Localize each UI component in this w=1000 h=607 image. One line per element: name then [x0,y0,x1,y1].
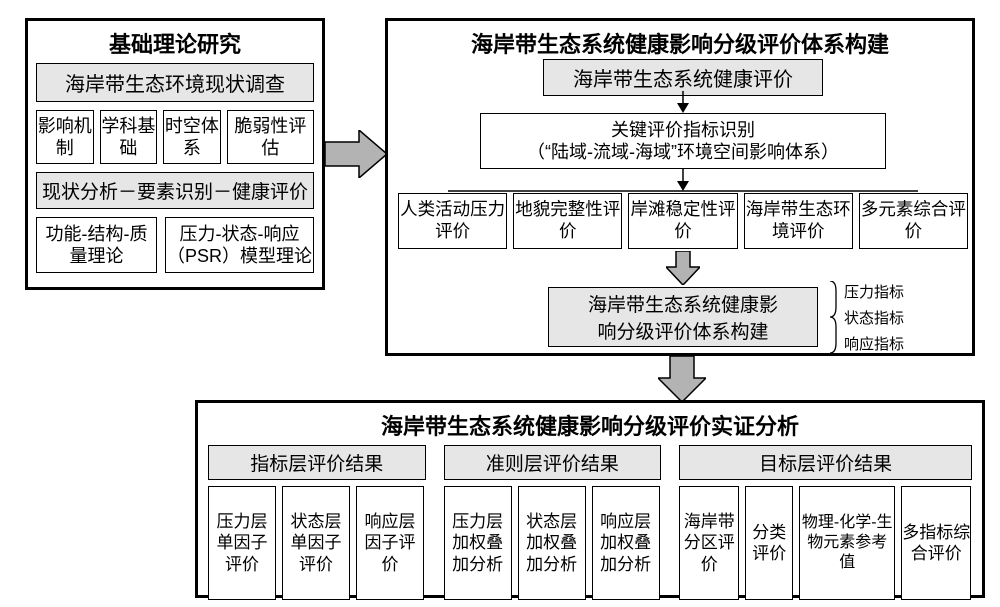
brace-label-0: 压力指标 [844,281,904,302]
cell-discipline-basis: 学科基础 [100,110,158,164]
panel-left-title: 基础理论研究 [36,27,314,59]
arrow-node1-to-row [676,169,690,191]
panel-basic-theory: 基础理论研究 海岸带生态环境现状调查 影响机制 学科基础 时空体系 脆弱性评估 … [25,18,325,290]
cell-function-structure: 功能-结构-质量理论 [36,217,157,273]
group-criterion-layer: 准则层评价结果 压力层加权叠加分析 状态层加权叠加分析 响应层加权叠加分析 [444,445,662,600]
arrow-right-to-bottom [658,356,706,402]
brace-label-1: 状态指标 [844,307,904,328]
panel-empirical-analysis: 海岸带生态系统健康影响分级评价实证分析 指标层评价结果 压力层单因子评价 状态层… [195,400,985,598]
panel-evaluation-system: 海岸带生态系统健康影响分级评价体系构建 海岸带生态系统健康评价 关键评价指标识别… [385,18,975,356]
panel-left-band1: 海岸带生态环境现状调查 [36,63,314,102]
cell-influence-mechanism: 影响机制 [36,110,94,164]
arrow-left-to-right [325,130,387,178]
group2-band: 目标层评价结果 [679,445,972,480]
panel-right-title: 海岸带生态系统健康影响分级评价体系构建 [398,27,962,59]
g1c1: 状态层加权叠加分析 [518,486,586,600]
group1-band: 准则层评价结果 [444,445,662,480]
cell-psr-model: 压力-状态-响应（PSR）模型理论 [165,217,314,273]
g2c1: 分类评价 [745,486,793,600]
panel-bottom-groups: 指标层评价结果 压力层单因子评价 状态层单因子评价 响应层因子评价 准则层评价结… [208,445,972,600]
node-result-l1: 海岸带生态系统健康影 [549,290,817,317]
g0c1: 状态层单因子评价 [282,486,350,600]
brace-label-2: 响应指标 [844,333,904,354]
cell-eco-env: 海岸带生态环境评价 [744,193,853,249]
g2c0: 海岸带分区评价 [679,486,739,600]
cell-shore-stability: 岸滩稳定性评价 [628,193,737,249]
g2c2: 物理-化学-生物元素参考值 [799,486,895,600]
panel-right-band1: 海岸带生态系统健康评价 [543,59,823,96]
panel-bottom-title: 海岸带生态系统健康影响分级评价实证分析 [208,409,972,441]
cell-multi-element: 多元素综合评价 [859,193,968,249]
group0-band: 指标层评价结果 [208,445,426,480]
panel-left-row2: 功能-结构-质量理论 压力-状态-响应（PSR）模型理论 [36,217,314,273]
cell-spacetime-system: 时空体系 [163,110,221,164]
node-result: 海岸带生态系统健康影 响分级评价体系构建 [548,287,818,347]
g0c0: 压力层单因子评价 [208,486,276,600]
cell-vulnerability: 脆弱性评估 [227,110,314,164]
g1c2: 响应层加权叠加分析 [592,486,660,600]
cell-geomorphology: 地貌完整性评价 [513,193,622,249]
arrow-row-to-result [666,251,700,285]
node-result-l2: 响分级评价体系构建 [549,317,817,344]
panel-right-row: 人类活动压力评价 地貌完整性评价 岸滩稳定性评价 海岸带生态环境评价 多元素综合… [398,193,968,249]
g0c2: 响应层因子评价 [356,486,424,600]
node-key-indicator-l2: （“陆域-流域-海域”环境空间影响体系） [527,141,839,164]
panel-left-band2: 现状分析－要素识别－健康评价 [36,172,314,209]
group-indicator-layer: 指标层评价结果 压力层单因子评价 状态层单因子评价 响应层因子评价 [208,445,426,600]
g2c3: 多指标综合评价 [901,486,971,600]
panel-left-row1: 影响机制 学科基础 时空体系 脆弱性评估 [36,110,314,164]
group-target-layer: 目标层评价结果 海岸带分区评价 分类评价 物理-化学-生物元素参考值 多指标综合… [679,445,972,600]
brace-icon [820,281,842,353]
cell-human-activity: 人类活动压力评价 [398,193,507,249]
node-key-indicator-l1: 关键评价指标识别 [611,119,755,142]
g1c0: 压力层加权叠加分析 [444,486,512,600]
node-key-indicator: 关键评价指标识别 （“陆域-流域-海域”环境空间影响体系） [480,113,886,169]
